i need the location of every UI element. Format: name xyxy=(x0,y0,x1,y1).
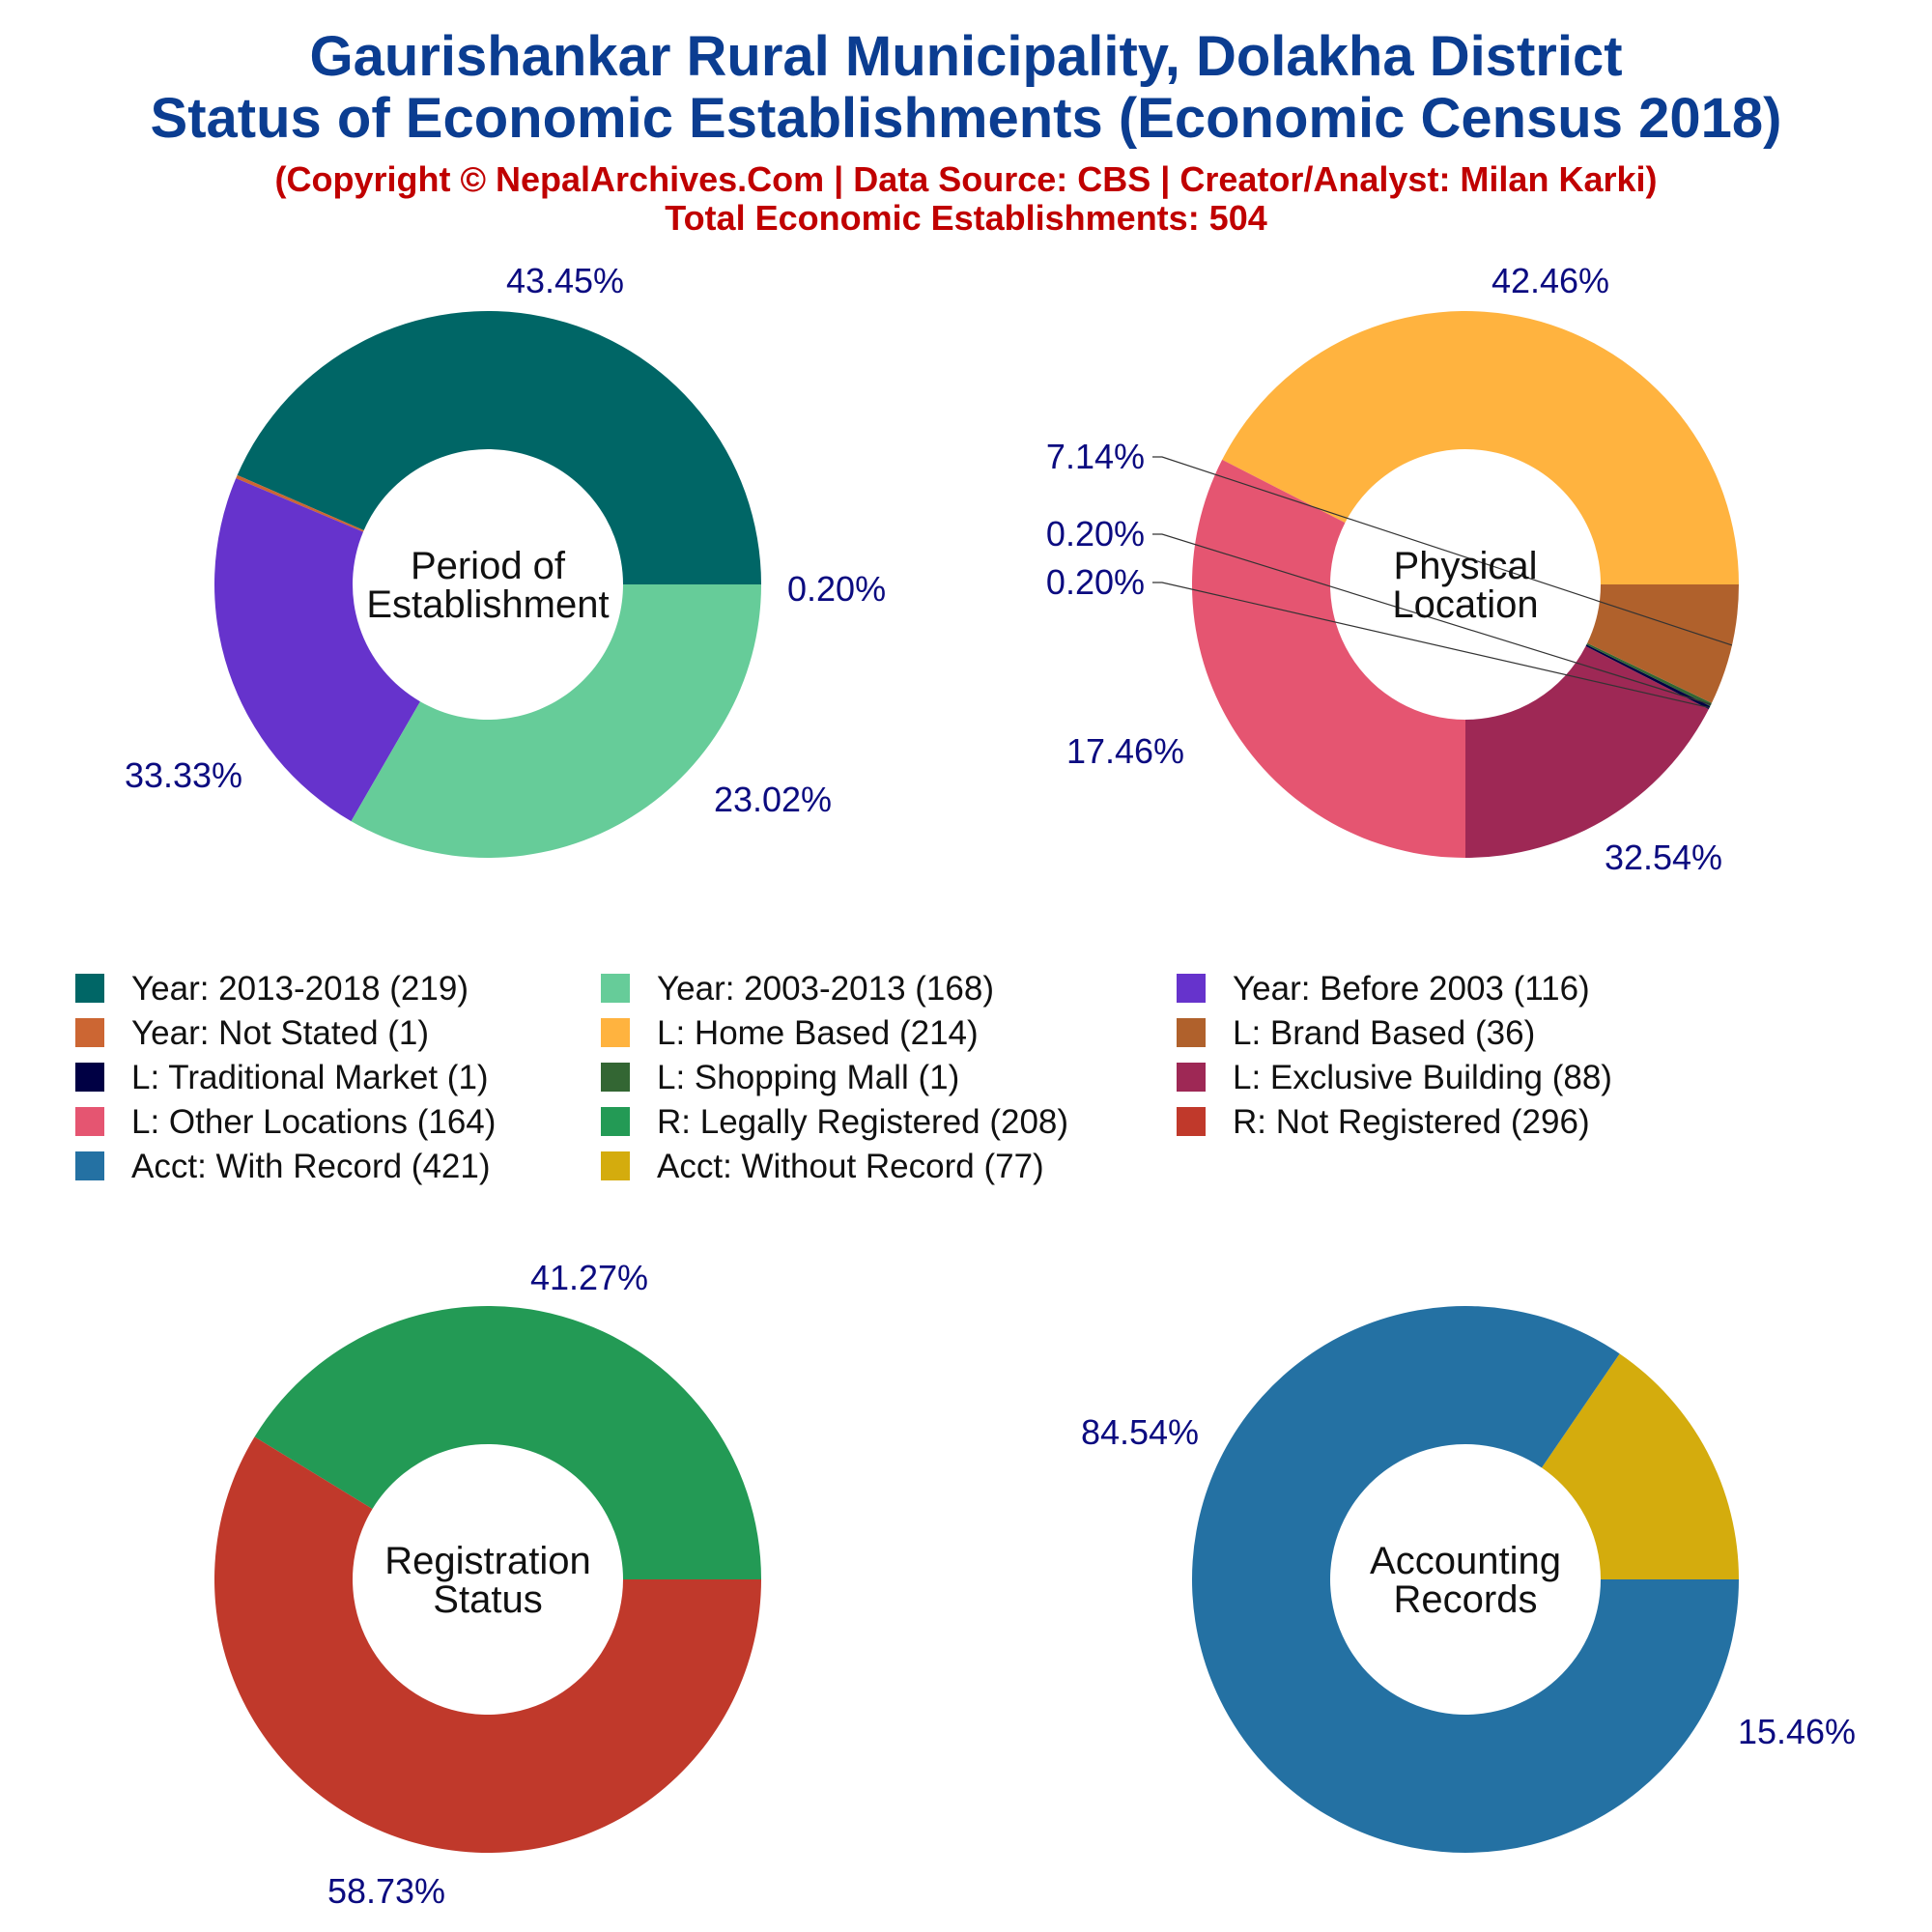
donut-charts: 43.45% 0.20% 23.02% 33.33% Period ofEstablis… xyxy=(125,261,1856,1911)
legend-label: L: Home Based (214) xyxy=(657,1014,979,1052)
legend-item-l-home-based-214: L: Home Based (214) xyxy=(601,1014,979,1052)
legend-item-l-exclusive-building-88: L: Exclusive Building (88) xyxy=(1177,1059,1612,1096)
slice-year-before-2003 xyxy=(213,478,420,822)
slice-acct-without-record xyxy=(1541,1353,1739,1579)
center-label-line: Establishment xyxy=(366,583,609,626)
pct-label-year-not-stated: 0.20% xyxy=(787,569,886,609)
pct-label-r-not-registered: 58.73% xyxy=(327,1871,445,1911)
legend-label: Acct: With Record (421) xyxy=(131,1148,491,1185)
legend-item-r-not-registered-296: R: Not Registered (296) xyxy=(1177,1103,1590,1141)
slice-l-traditional-market xyxy=(1585,644,1711,710)
legend-item-l-shopping-mall-1: L: Shopping Mall (1) xyxy=(601,1059,959,1096)
center-label-line: Registration xyxy=(384,1540,590,1582)
legend-swatch xyxy=(1177,1063,1206,1092)
legend-label: L: Exclusive Building (88) xyxy=(1233,1059,1612,1096)
legend-swatch xyxy=(75,974,104,1003)
pct-label-year-before-2003: 23.02% xyxy=(714,780,832,819)
legend: Year: 2013-2018 (219) Year: 2003-2013 (16… xyxy=(75,970,1612,1185)
legend-label: R: Not Registered (296) xyxy=(1233,1103,1590,1141)
leader-line-l-brand-based xyxy=(1152,456,1733,646)
leader-line-l-traditional-market xyxy=(1152,582,1710,709)
legend-swatch xyxy=(75,1107,104,1136)
legend-item-l-brand-based-36: L: Brand Based (36) xyxy=(1177,1014,1535,1052)
legend-label: R: Legally Registered (208) xyxy=(657,1103,1068,1141)
legend-swatch xyxy=(601,974,630,1003)
slice-year-2013-2018 xyxy=(237,311,761,584)
legend-item-acct-with-record-421: Acct: With Record (421) xyxy=(75,1148,491,1185)
legend-label: L: Traditional Market (1) xyxy=(131,1059,489,1096)
legend-label: L: Brand Based (36) xyxy=(1233,1014,1535,1052)
legend-swatch xyxy=(601,1107,630,1136)
legend-label: Year: Before 2003 (116) xyxy=(1233,970,1590,1008)
slice-r-legally-registered xyxy=(254,1305,761,1579)
pct-label-acct-with-record: 84.54% xyxy=(1081,1412,1199,1452)
pct-label-l-brand-based: 7.14% xyxy=(1046,437,1145,476)
legend-item-l-traditional-market-1: L: Traditional Market (1) xyxy=(75,1059,489,1096)
legend-item-year-2003-2013-168: Year: 2003-2013 (168) xyxy=(601,970,994,1008)
legend-item-year-not-stated-1: Year: Not Stated (1) xyxy=(75,1014,429,1052)
legend-item-l-other-locations-164: L: Other Locations (164) xyxy=(75,1103,496,1141)
legend-label: Year: 2013-2018 (219) xyxy=(131,970,469,1008)
pct-label-l-shopping-mall: 0.20% xyxy=(1046,514,1145,554)
legend-swatch xyxy=(1177,974,1206,1003)
legend-swatch xyxy=(1177,1018,1206,1047)
legend-label: Year: Not Stated (1) xyxy=(131,1014,429,1052)
slice-l-exclusive-building xyxy=(1465,645,1709,858)
center-label-line: Records xyxy=(1394,1578,1538,1621)
slice-l-home-based xyxy=(1222,310,1739,584)
legend-item-year-before-2003-116: Year: Before 2003 (116) xyxy=(1177,970,1590,1008)
center-label-line: Location xyxy=(1392,583,1538,626)
slice-r-not-registered xyxy=(213,1436,762,1853)
legend-swatch xyxy=(1177,1107,1206,1136)
legend-item-acct-without-record-77: Acct: Without Record (77) xyxy=(601,1148,1044,1185)
subtitle-line-1: (Copyright © NepalArchives.Com | Data So… xyxy=(275,159,1658,200)
legend-swatch xyxy=(601,1151,630,1180)
slice-l-other-locations xyxy=(1192,459,1465,858)
legend-swatch xyxy=(75,1063,104,1092)
center-label-line: Period of xyxy=(411,545,566,587)
pct-label-l-home-based: 42.46% xyxy=(1492,261,1609,300)
slice-l-brand-based xyxy=(1587,584,1739,703)
slice-year-not-stated xyxy=(236,474,364,532)
legend-label: Year: 2003-2013 (168) xyxy=(657,970,994,1008)
legend-swatch xyxy=(601,1018,630,1047)
legend-item-year-2013-2018-219: Year: 2013-2018 (219) xyxy=(75,970,469,1008)
center-label-line: Accounting xyxy=(1370,1540,1561,1582)
pct-label-r-legally-registered: 41.27% xyxy=(530,1258,648,1297)
slice-l-shopping-mall xyxy=(1586,642,1712,706)
title-line-2: Status of Economic Establishments (Econo… xyxy=(151,87,1782,150)
donut-period-of-establishment: 43.45% 0.20% 23.02% 33.33% Period ofEstablis… xyxy=(125,261,886,858)
slice-year-2003-2013 xyxy=(351,584,761,858)
pct-label-l-exclusive-building: 17.46% xyxy=(1066,731,1184,771)
center-label-line: Physical xyxy=(1394,545,1538,587)
legend-swatch xyxy=(75,1151,104,1180)
pct-label-year-2003-2013: 33.33% xyxy=(125,755,242,795)
pct-label-l-other-locations: 32.54% xyxy=(1605,838,1722,877)
donut-physical-location: 42.46% 32.54% 17.46% 0.20% 0.20% 7.14% Physica… xyxy=(1046,261,1739,877)
center-label-line: Status xyxy=(433,1578,542,1621)
legend-swatch xyxy=(601,1063,630,1092)
pct-label-year-2013-2018: 43.45% xyxy=(506,261,624,300)
pct-label-l-traditional-market: 0.20% xyxy=(1046,562,1145,602)
legend-label: L: Other Locations (164) xyxy=(131,1103,496,1141)
legend-swatch xyxy=(75,1018,104,1047)
title-line-1: Gaurishankar Rural Municipality, Dolakha… xyxy=(309,25,1622,88)
legend-label: L: Shopping Mall (1) xyxy=(657,1059,959,1096)
leader-line-l-shopping-mall xyxy=(1152,533,1712,705)
pct-label-acct-without-record: 15.46% xyxy=(1738,1712,1856,1751)
slice-acct-with-record xyxy=(1192,1306,1739,1853)
subtitle-line-2: Total Economic Establishments: 504 xyxy=(665,198,1267,238)
legend-item-r-legally-registered-208: R: Legally Registered (208) xyxy=(601,1103,1068,1141)
legend-label: Acct: Without Record (77) xyxy=(657,1148,1044,1185)
